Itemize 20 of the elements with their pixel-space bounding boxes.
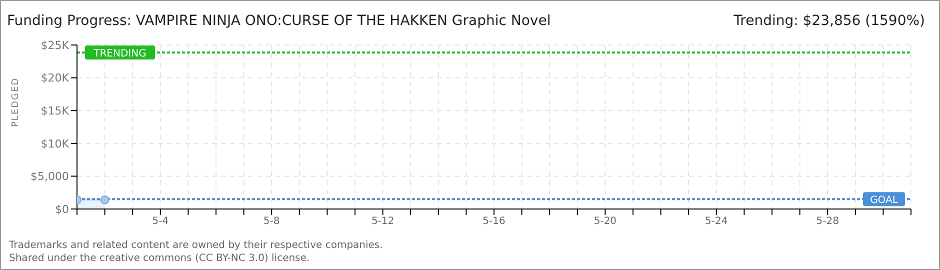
x-tick-label: 5-20 (594, 216, 617, 228)
x-tick-label: 5-4 (152, 216, 169, 228)
y-axis-title: PLEDGED (11, 77, 22, 127)
y-tick-label: $20K (40, 72, 70, 85)
ref-line-label: TRENDING (92, 48, 146, 60)
y-tick-label: $10K (40, 137, 70, 150)
chart-title: Funding Progress: VAMPIRE NINJA ONO:CURSE OF THE HAKKEN Graphic Novel (7, 13, 551, 29)
x-tick-label: 5-28 (816, 216, 839, 228)
y-tick-label: $15K (40, 104, 70, 118)
y-tick-label: $25K (40, 38, 70, 52)
text: Shared under the creative commons (CC BY-NC 3.0) license. (9, 252, 311, 265)
text: Trademarks and related content are owned by their respective companies. (9, 239, 383, 252)
x-tick-label: 5-8 (263, 216, 280, 228)
x-tick-label: 5-24 (705, 216, 728, 228)
y-tick-label: $5,000 (30, 170, 69, 184)
x-tick-label: 5-12 (371, 216, 394, 228)
chart-subtitle: Trending: $23,856 (1590%) (734, 13, 925, 29)
ref-line-label: GOAL (870, 195, 898, 206)
y-tick-label: $0 (55, 202, 69, 216)
x-tick-label: 5-16 (482, 216, 506, 228)
